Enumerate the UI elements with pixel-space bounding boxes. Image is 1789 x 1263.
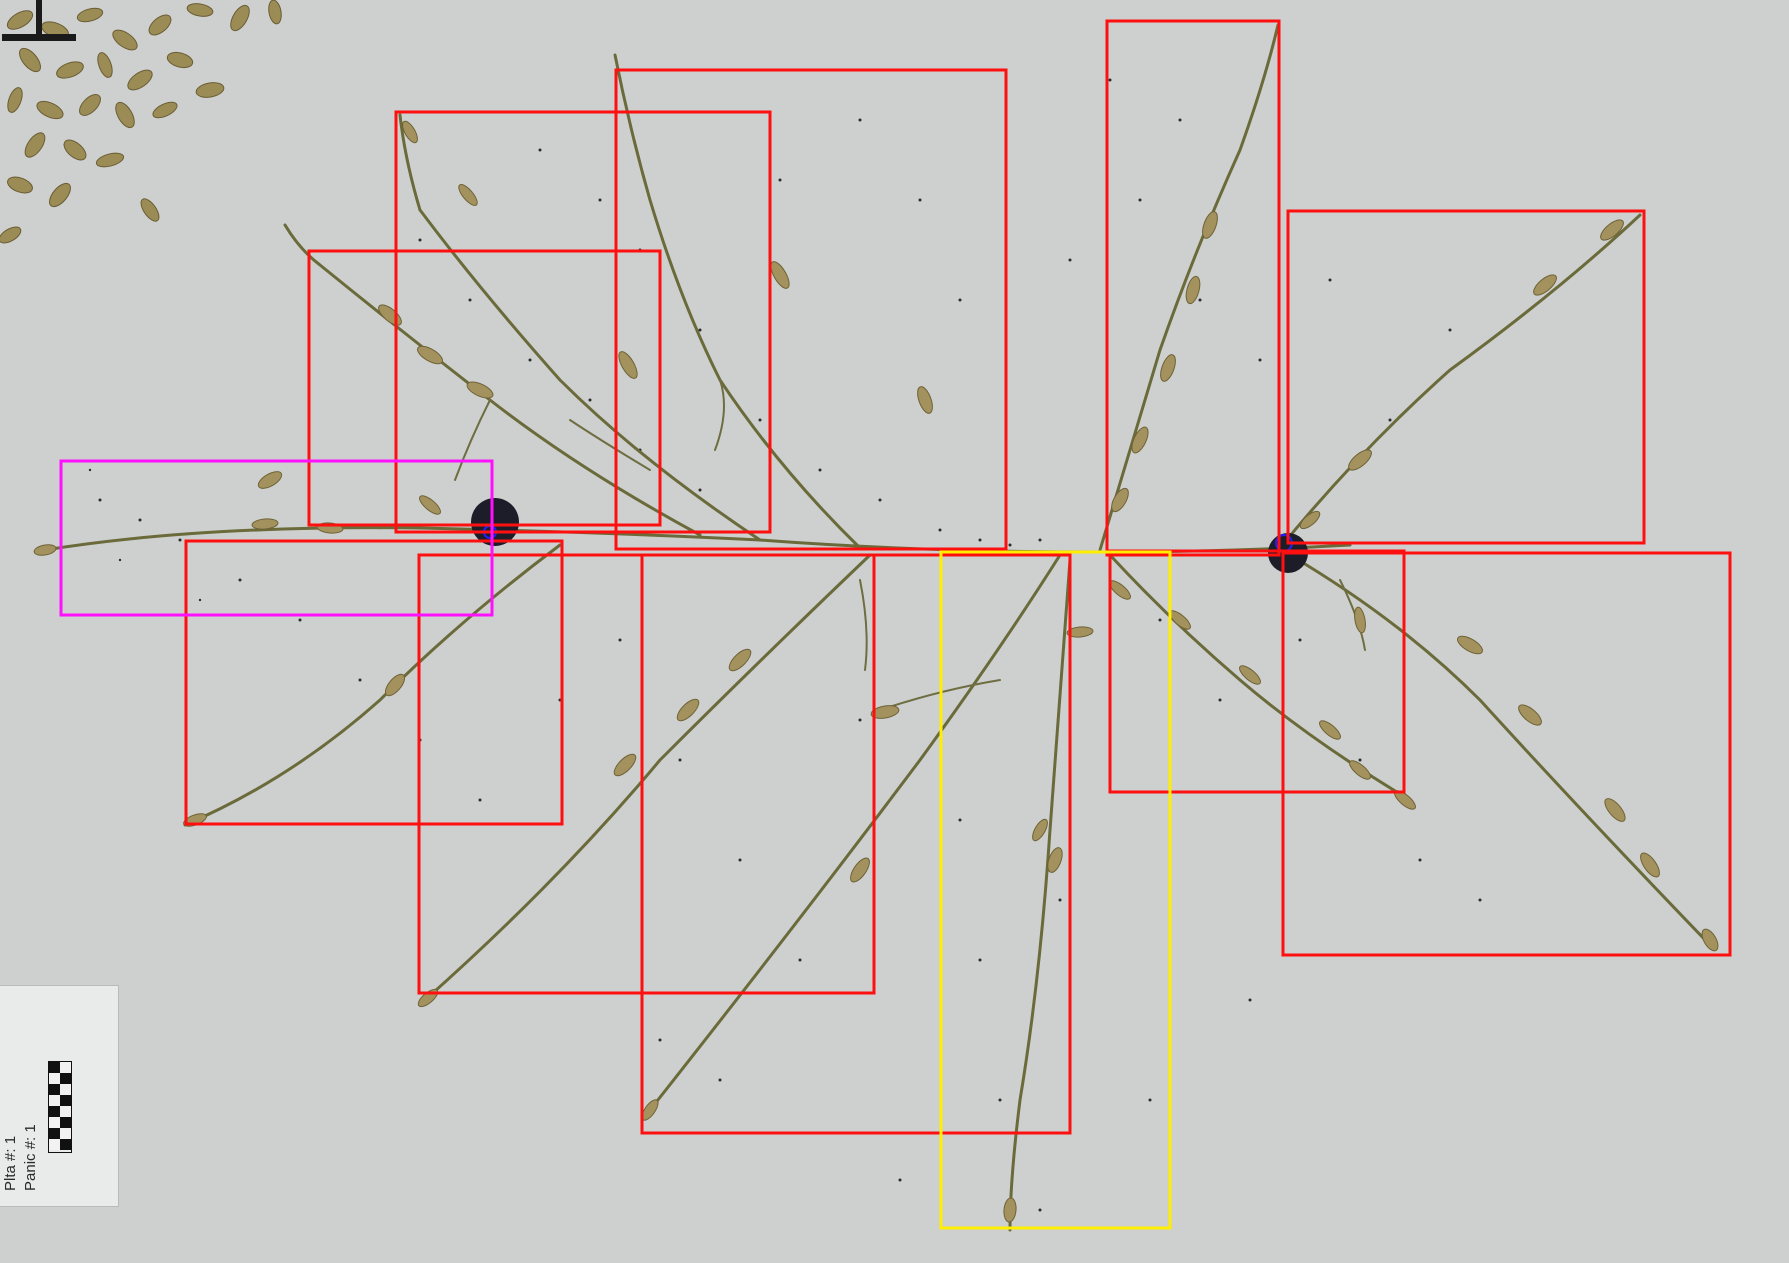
dust-specks bbox=[88, 78, 1482, 1212]
annotation-boxes bbox=[59, 19, 1732, 1230]
branch-box bbox=[614, 68, 1008, 551]
branch-lower-right-2 bbox=[1288, 553, 1712, 947]
branch-lower-right-1 bbox=[1108, 553, 1412, 802]
loose-seed-pile bbox=[0, 0, 282, 244]
color-checker-scale bbox=[48, 1061, 72, 1153]
plant-number-label: Plta #: 1 bbox=[2, 1136, 19, 1191]
panicle-seeds bbox=[33, 120, 1719, 1223]
secondary-branch-box bbox=[939, 550, 1172, 1230]
branch-box bbox=[307, 249, 662, 527]
t-marker bbox=[2, 0, 76, 41]
plant-label-text: Plta #: bbox=[2, 1148, 19, 1191]
branch-box bbox=[394, 110, 772, 534]
branch-lower-left-3 bbox=[648, 553, 1062, 1112]
branch-upper-3-twig bbox=[454, 399, 491, 481]
plant-number-value: 1 bbox=[2, 1135, 19, 1145]
branch-lower-left-2 bbox=[423, 553, 872, 1002]
branch-box bbox=[1281, 551, 1732, 957]
branch-box bbox=[1105, 19, 1281, 557]
branch-lower-twig-2 bbox=[859, 579, 868, 671]
branch-box bbox=[640, 553, 1072, 1135]
branch-upper-1-twig bbox=[569, 419, 651, 471]
branch-upper-3 bbox=[283, 223, 702, 537]
panicle-number-label: Panic #: 1 bbox=[22, 1124, 39, 1191]
junction-marker-left bbox=[471, 498, 519, 546]
branch-box bbox=[1286, 209, 1646, 545]
branch-upper-right-1 bbox=[1098, 23, 1280, 552]
scale-card: Plta #: 1 Panic #: 1 bbox=[0, 985, 119, 1207]
branch-lower-central bbox=[1008, 558, 1072, 1232]
branch-upper-2 bbox=[613, 53, 862, 550]
branch-box bbox=[1108, 549, 1406, 794]
panicle-number-value: 1 bbox=[22, 1124, 39, 1133]
primary-branch-box bbox=[59, 459, 494, 617]
branch-box bbox=[184, 539, 564, 826]
branch-upper-2-twig bbox=[714, 379, 725, 451]
panicle-label-text: Panic #: bbox=[22, 1136, 39, 1191]
branch-lower-left-1 bbox=[183, 543, 562, 827]
branch-upper-right-2 bbox=[1278, 213, 1642, 550]
branch-upper-1 bbox=[398, 113, 762, 542]
